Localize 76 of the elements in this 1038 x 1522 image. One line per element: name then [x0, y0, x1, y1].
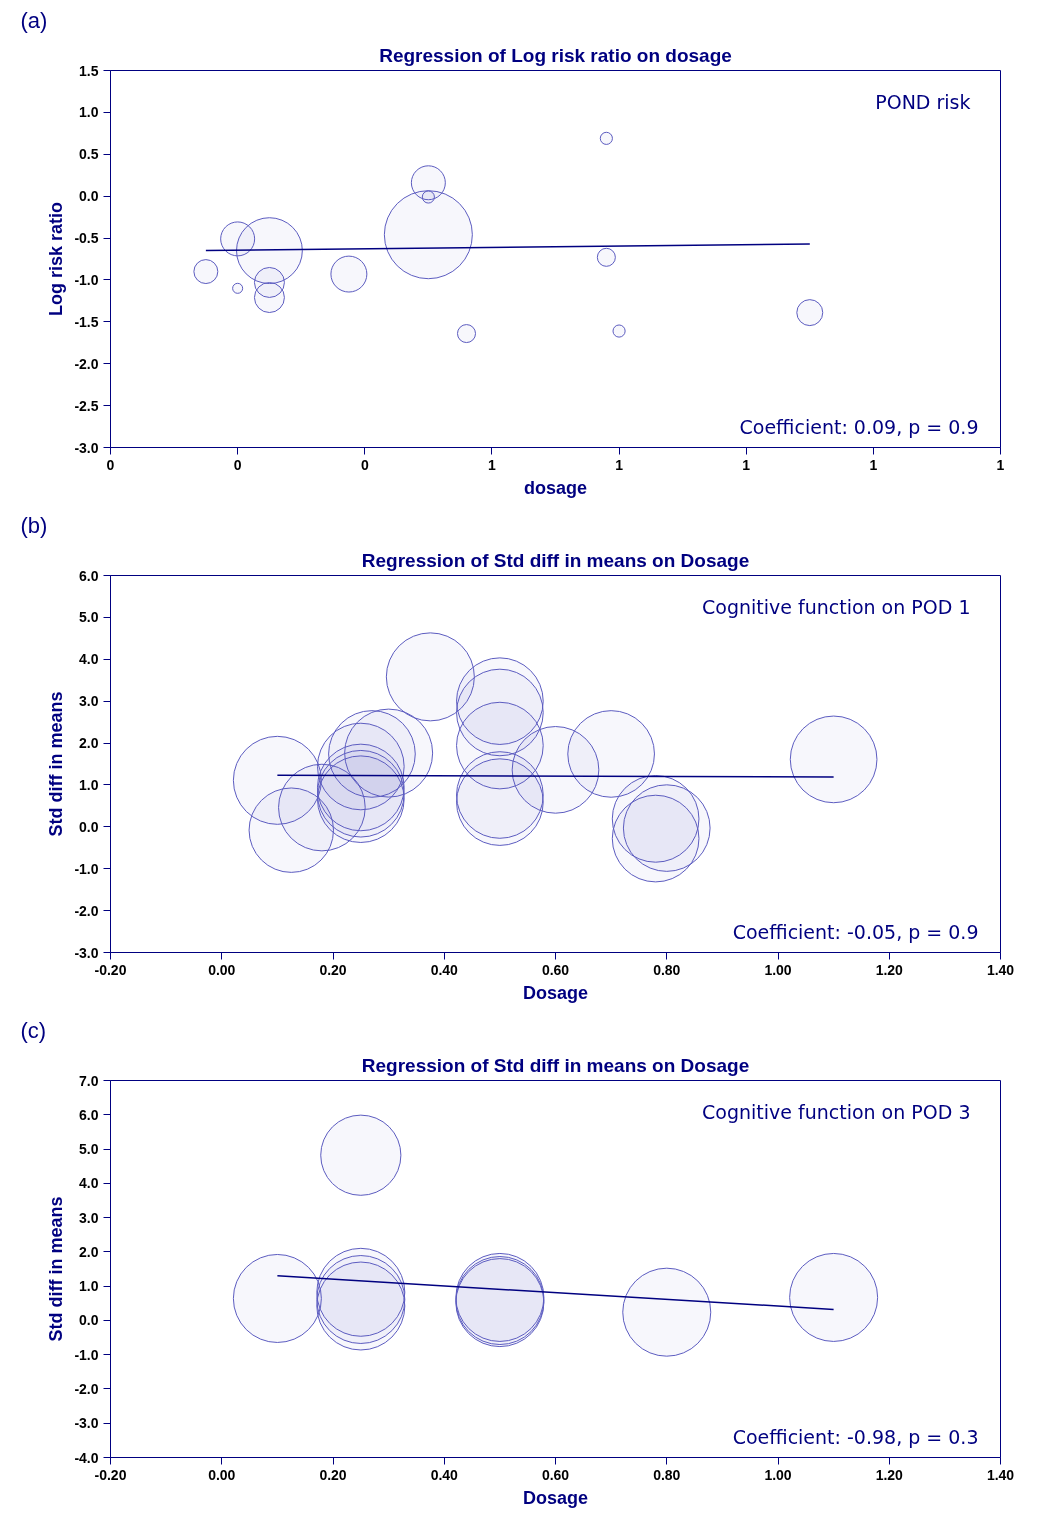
y-tick-label: 1.0 [79, 104, 99, 121]
x-tick-label: 1 [742, 456, 751, 473]
y-tick-label: 5.0 [79, 1141, 99, 1158]
y-tick-label: 2.0 [79, 1243, 99, 1260]
y-tick-label: 0.0 [79, 1312, 99, 1329]
x-tick-label: 0 [233, 456, 242, 473]
x-tick-label: -0.20 [94, 1466, 127, 1483]
x-tick-label: 0 [360, 456, 369, 473]
y-tick-label: -2.0 [74, 355, 99, 372]
y-tick-label: 6.0 [79, 567, 99, 584]
y-tick-label: -1.0 [74, 860, 99, 877]
y-tick-label: 7.0 [79, 1072, 99, 1089]
x-tick-label: 0.80 [653, 1466, 681, 1483]
annotation: Coefficient: 0.09, p = 0.9 [739, 415, 979, 438]
x-tick-label: 1 [615, 456, 624, 473]
x-tick-label: 1.00 [764, 1466, 792, 1483]
text: (a) [20, 7, 48, 33]
y-tick-label: 6.0 [79, 1106, 99, 1123]
y-tick-label: 4.0 [79, 651, 99, 668]
y-tick-label: 5.0 [79, 609, 99, 626]
y-tick-label: -2.0 [74, 1380, 99, 1397]
x-tick-label: 1.20 [875, 961, 904, 978]
x-axis-title: dosage [523, 477, 588, 498]
y-tick-label: 3.0 [79, 693, 99, 710]
x-tick-label: 0 [106, 456, 115, 473]
y-axis-title: Log risk ratio [46, 201, 67, 317]
y-tick-label: -0.5 [74, 230, 99, 247]
x-tick-label: 0.20 [319, 1466, 347, 1483]
x-tick-label: 1.40 [986, 1466, 1015, 1483]
chart-title: Regression of Std diff in means on Dosage [361, 549, 750, 571]
y-tick-label: 0.0 [79, 188, 99, 205]
y-tick-label: -1.5 [74, 313, 99, 330]
y-tick-label: -3.0 [74, 944, 99, 961]
x-tick-label: 1.20 [875, 1466, 904, 1483]
x-tick-label: 1.00 [764, 961, 792, 978]
text: (c) [20, 1017, 47, 1043]
y-tick-label: -2.5 [74, 397, 99, 414]
y-axis-title: Std diff in means [46, 1196, 67, 1342]
x-tick-label: 0.20 [319, 961, 347, 978]
annotation: POND risk [875, 90, 971, 113]
x-tick-label: 0.80 [653, 961, 681, 978]
annotation: Cognitive function on POD 1 [702, 595, 971, 618]
x-tick-label: 0.60 [541, 1466, 570, 1483]
y-tick-label: 1.0 [79, 1278, 99, 1295]
x-tick-label: 0.40 [430, 961, 459, 978]
y-tick-label: -2.0 [74, 902, 99, 919]
y-tick-label: -1.0 [74, 1346, 99, 1363]
annotation: Coefficient: -0.98, p = 0.3 [732, 1425, 979, 1448]
x-tick-label: 1.40 [986, 961, 1015, 978]
x-tick-label: 0.00 [208, 1466, 236, 1483]
x-axis-title: Dosage [522, 1487, 589, 1508]
y-tick-label: -1.0 [74, 271, 99, 288]
y-tick-label: -4.0 [74, 1449, 99, 1466]
annotation: Cognitive function on POD 3 [702, 1100, 971, 1123]
y-tick-label: 2.0 [79, 735, 99, 752]
x-tick-label: 1 [869, 456, 878, 473]
x-tick-label: -0.20 [94, 961, 127, 978]
y-tick-label: 4.0 [79, 1175, 99, 1192]
y-tick-label: -3.0 [74, 439, 99, 456]
y-tick-label: -3.0 [74, 1415, 99, 1432]
x-tick-label: 0.40 [430, 1466, 459, 1483]
y-tick-label: 1.5 [79, 62, 99, 79]
annotation: Coefficient: -0.05, p = 0.9 [732, 920, 979, 943]
chart-title: Regression of Log risk ratio on dosage [379, 44, 732, 66]
text: (b) [20, 512, 48, 538]
x-tick-label: 0.60 [541, 961, 570, 978]
y-tick-label: 1.0 [79, 776, 99, 793]
y-tick-label: 3.0 [79, 1209, 99, 1226]
y-axis-title: Std diff in means [46, 691, 67, 837]
y-tick-label: 0.0 [79, 818, 99, 835]
x-tick-label: 1 [488, 456, 497, 473]
chart-title: Regression of Std diff in means on Dosage [361, 1054, 750, 1076]
y-tick-label: 0.5 [79, 146, 99, 163]
x-tick-label: 1 [996, 456, 1005, 473]
x-axis-title: Dosage [522, 982, 589, 1003]
x-tick-label: 0.00 [208, 961, 236, 978]
